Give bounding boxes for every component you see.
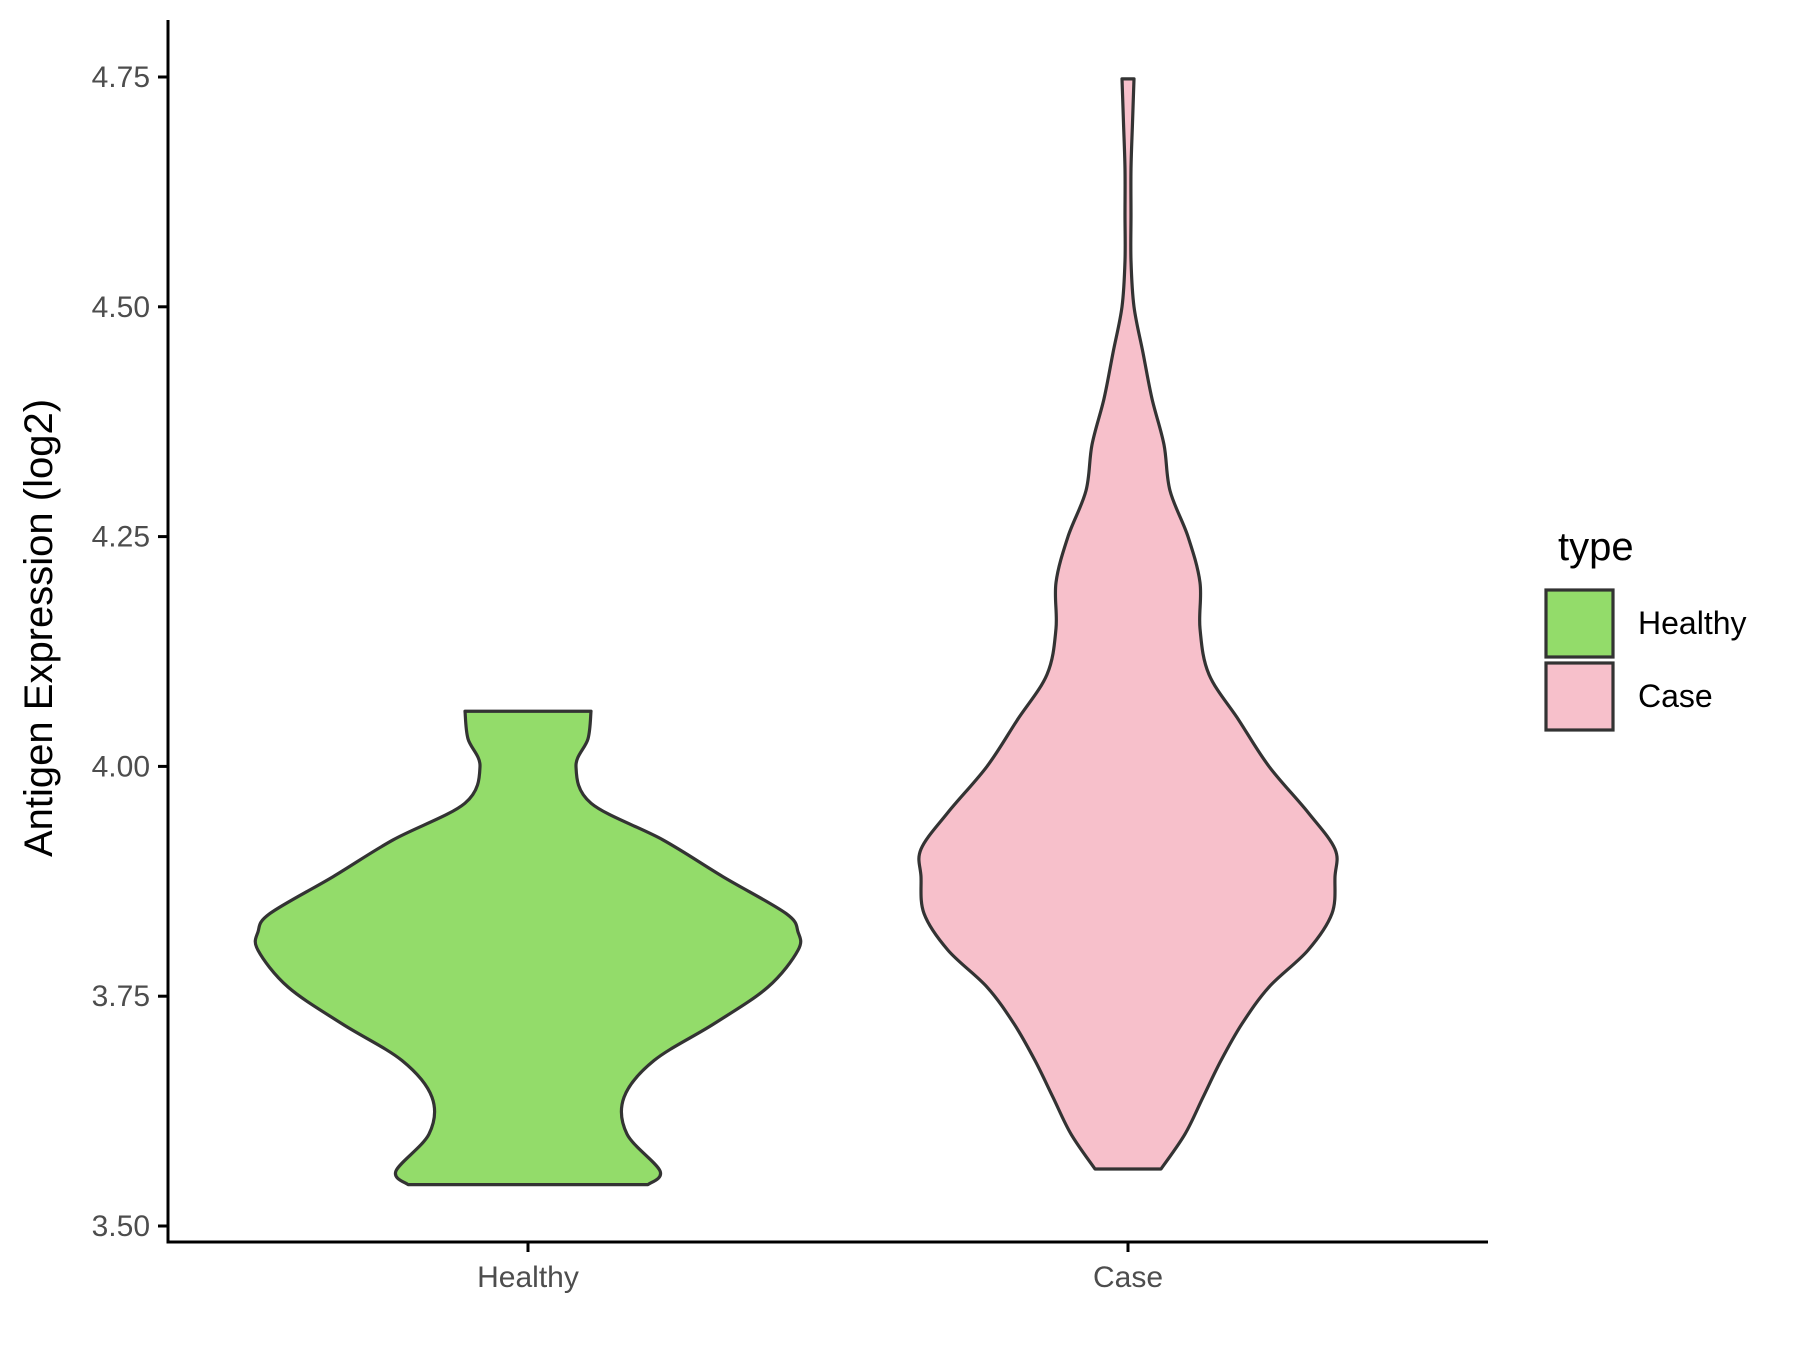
y-axis-ticks: 3.50 3.75 4.00 4.25 4.50 4.75 <box>92 61 168 1243</box>
y-tick-label: 4.25 <box>92 521 150 554</box>
y-tick-label: 4.75 <box>92 61 150 94</box>
legend-swatch-healthy <box>1544 588 1615 659</box>
legend: type Healthy Case <box>1544 525 1747 732</box>
violin-case <box>917 77 1339 1171</box>
x-tick-label: Healthy <box>477 1261 579 1294</box>
legend-label-case: Case <box>1638 678 1713 714</box>
y-tick-label: 4.50 <box>92 291 150 324</box>
y-tick-label: 3.50 <box>92 1210 150 1243</box>
legend-label-healthy: Healthy <box>1638 605 1747 641</box>
x-tick-label: Case <box>1093 1261 1163 1294</box>
y-axis-title: Antigen Expression (log2) <box>17 399 61 857</box>
y-tick-label: 4.00 <box>92 750 150 783</box>
legend-title: type <box>1558 525 1634 569</box>
legend-swatch-case <box>1544 661 1615 732</box>
violin-healthy <box>253 709 803 1187</box>
legend-entries: Healthy Case <box>1544 588 1747 732</box>
violin-series-group <box>253 77 1339 1187</box>
x-axis-ticks: Healthy Case <box>477 1242 1163 1294</box>
plot-area: 3.50 3.75 4.00 4.25 4.50 4.75 Healthy Case <box>92 20 1488 1294</box>
y-tick-label: 3.75 <box>92 980 150 1013</box>
